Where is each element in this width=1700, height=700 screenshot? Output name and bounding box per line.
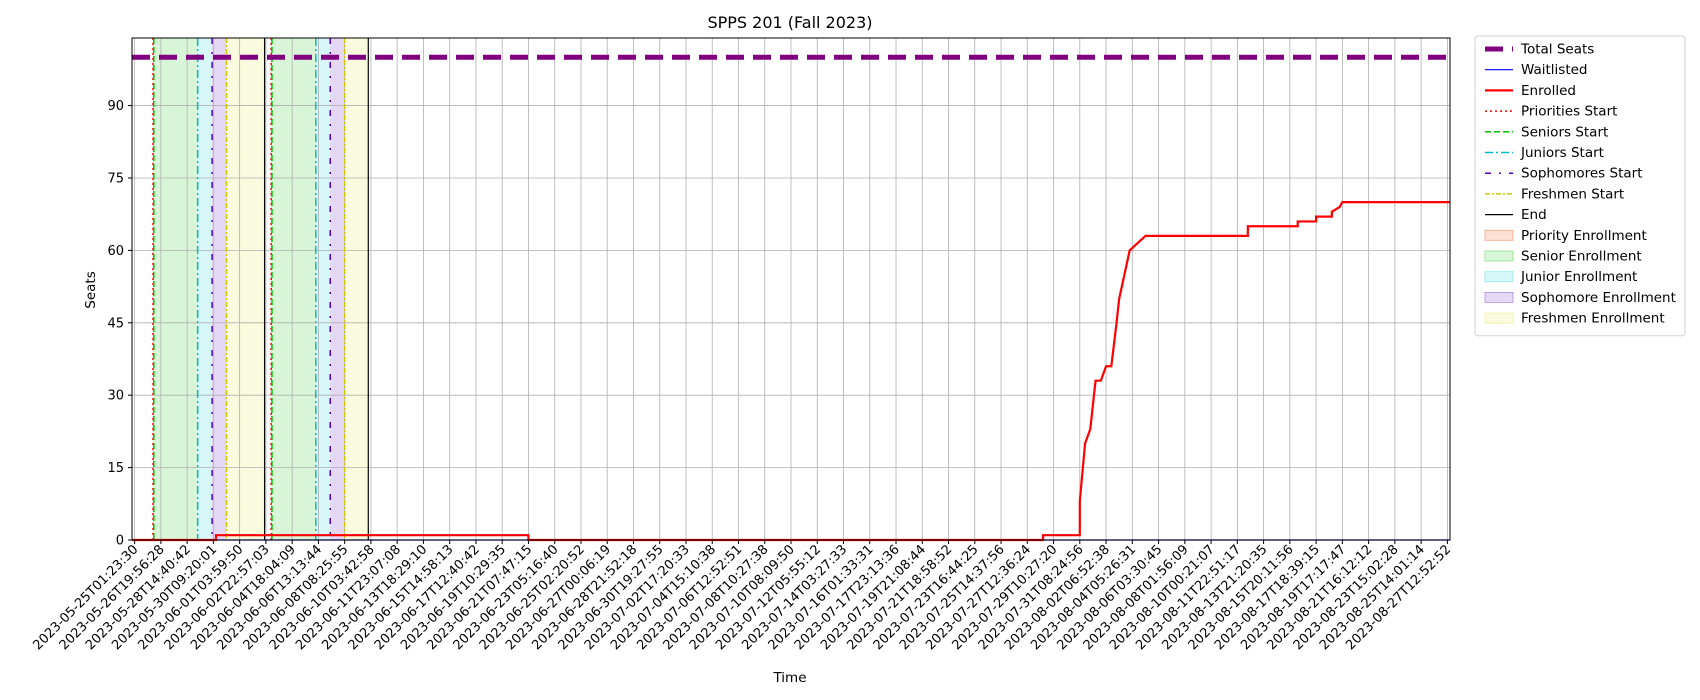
legend-label: Freshmen Enrollment: [1521, 311, 1665, 327]
y-tick-label: 60: [107, 244, 124, 259]
y-tick-label: 90: [107, 99, 124, 114]
legend-label: Priority Enrollment: [1521, 228, 1647, 244]
y-ticks: 0 15 30 45 60 75 90: [107, 99, 132, 549]
legend-swatch-9: [1484, 229, 1514, 241]
grid-layer: [132, 38, 1450, 541]
y-tick-label: 30: [107, 389, 124, 404]
y-tick-label: 0: [116, 534, 124, 549]
chart-title: SPPS 201 (Fall 2023): [707, 13, 872, 32]
legend-label: Juniors Start: [1520, 145, 1604, 161]
legend-label: Enrolled: [1521, 83, 1576, 99]
legend-box: [1474, 35, 1686, 337]
legend-label: Total Seats: [1520, 42, 1594, 58]
bands-layer: [153, 38, 369, 540]
band-2-1: [315, 38, 331, 540]
x-ticks: 2023-05-25T01:23:302023-05-26T19:56:2820…: [31, 540, 1454, 653]
band-2-0: [197, 38, 213, 540]
legend-label: Seniors Start: [1521, 124, 1608, 140]
legend-label: Waitlisted: [1521, 62, 1588, 78]
y-tick-label: 45: [107, 316, 124, 331]
legend-label: Sophomores Start: [1521, 166, 1643, 182]
x-axis-label: Time: [772, 670, 806, 686]
band-3-1: [330, 38, 345, 540]
legend: Total Seats Waitlisted Enrolled Priorities …: [1474, 35, 1686, 337]
vlines-layer: [152, 38, 369, 540]
band-1-0: [153, 38, 198, 540]
y-tick-label: 15: [107, 461, 124, 476]
legend-label: Senior Enrollment: [1521, 249, 1642, 265]
legend-label: End: [1521, 207, 1547, 223]
y-axis-label: Seats: [83, 271, 99, 308]
legend-label: Junior Enrollment: [1520, 269, 1637, 285]
series-line-2: [132, 201, 1450, 542]
legend-swatch-11: [1484, 271, 1514, 283]
band-4-0: [226, 38, 265, 540]
band-1-1: [271, 38, 316, 540]
legend-label: Priorities Start: [1521, 104, 1617, 120]
legend-swatch-10: [1484, 250, 1514, 262]
legend-label: Sophomore Enrollment: [1521, 290, 1676, 306]
band-4-1: [344, 38, 369, 540]
y-tick-label: 75: [107, 171, 124, 186]
legend-swatch-12: [1484, 291, 1514, 303]
band-3-0: [212, 38, 227, 540]
legend-label: Freshmen Start: [1521, 186, 1624, 202]
legend-swatch-13: [1484, 312, 1514, 324]
